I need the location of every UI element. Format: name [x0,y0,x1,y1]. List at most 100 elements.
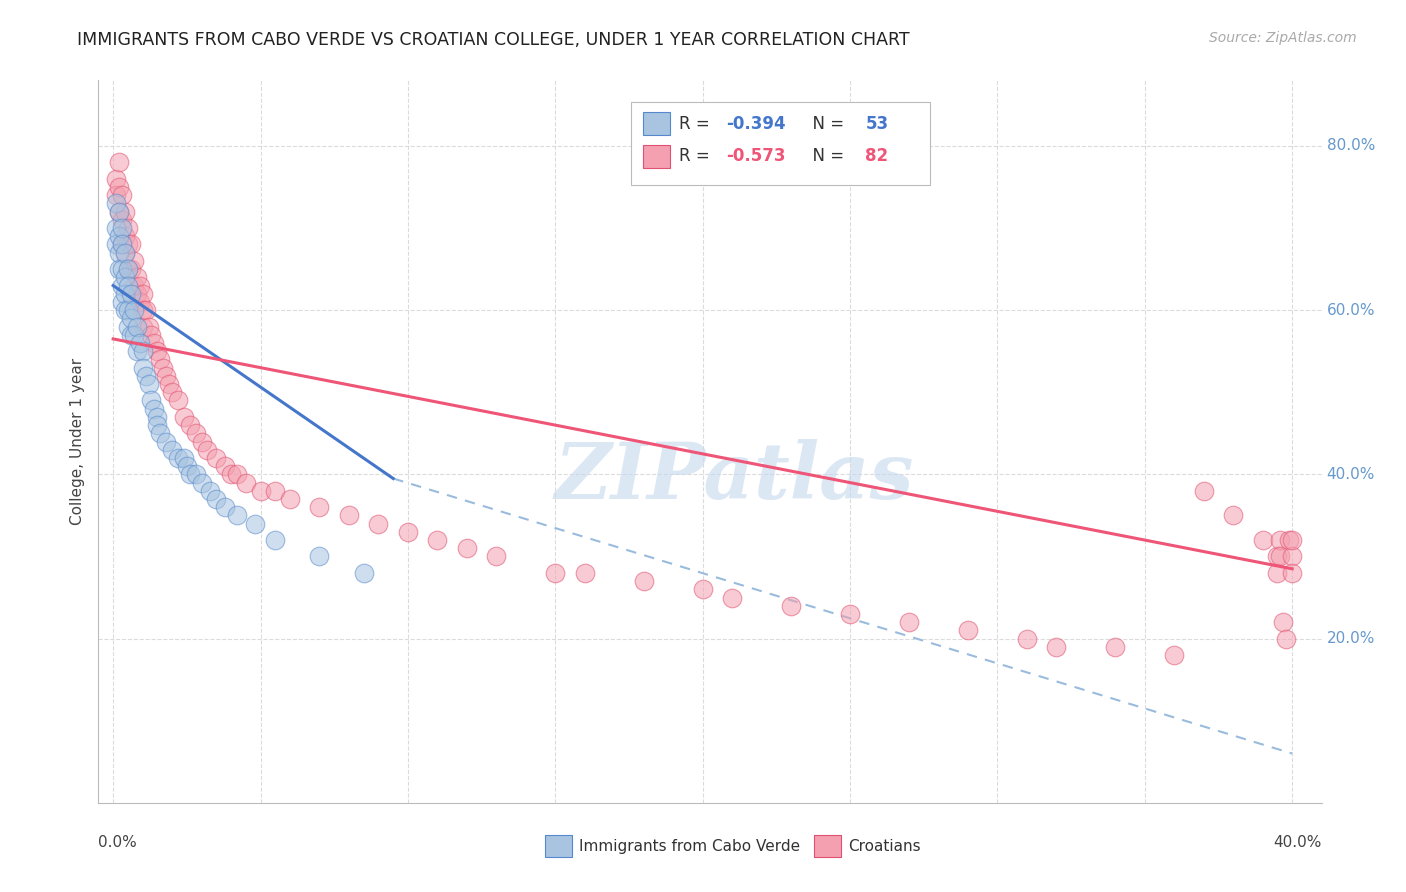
Point [1270,549,1292,564]
Point [135,368,157,383]
Text: 20.0%: 20.0% [1326,632,1375,646]
Point [157,377,180,392]
Point [456,541,478,556]
Point [214,459,236,474]
Point [125,344,148,359]
Point [114,303,136,318]
Point [205,450,228,465]
Point [117,319,139,334]
Y-axis label: College, Under 1 year: College, Under 1 year [70,358,86,525]
Point [1104,640,1126,654]
Point [839,607,862,621]
Point [426,533,449,547]
Point [173,409,195,424]
Point [190,475,212,490]
Point [114,245,136,260]
Point [226,508,249,523]
Point [155,368,177,383]
Point [692,582,714,597]
Point [1222,508,1244,523]
Text: ZIPatlas: ZIPatlas [555,440,914,516]
Point [780,599,803,613]
Point [544,566,567,580]
Point [111,237,134,252]
FancyBboxPatch shape [630,102,931,185]
Text: N =: N = [801,115,849,133]
Text: 0.0%: 0.0% [98,835,138,850]
Point [111,237,134,252]
Point [143,336,166,351]
Point [141,327,163,342]
Point [1270,533,1292,547]
Point [956,624,979,638]
Point [337,508,360,523]
Text: Source: ZipAtlas.com: Source: ZipAtlas.com [1209,31,1357,45]
Point [1267,566,1289,580]
Point [122,278,145,293]
Point [117,221,139,235]
Point [131,303,153,318]
Point [131,344,153,359]
Point [141,393,163,408]
Point [111,295,134,310]
Point [131,319,153,334]
Bar [643,145,669,168]
Point [396,524,419,539]
Bar [546,835,572,857]
Point [108,155,131,169]
Point [243,516,266,531]
Point [1281,549,1303,564]
Point [160,385,183,400]
Point [117,303,139,318]
Point [111,221,134,235]
Point [249,483,271,498]
Point [114,270,136,285]
Point [152,360,174,375]
Text: N =: N = [801,147,849,165]
Point [128,295,150,310]
Point [197,442,219,457]
Point [367,516,389,531]
Point [105,196,128,211]
Point [114,245,136,260]
Text: Croatians: Croatians [848,838,921,854]
Point [108,204,131,219]
Point [1272,615,1295,630]
Point [308,500,330,515]
Point [308,549,330,564]
Point [117,278,139,293]
Point [105,188,128,202]
Bar [814,835,841,857]
Point [138,319,160,334]
Point [264,533,287,547]
Point [278,491,301,506]
Point [143,401,166,416]
Point [898,615,921,630]
Point [128,336,150,351]
Point [111,188,134,202]
Point [173,450,195,465]
Point [120,327,142,342]
Bar [643,112,669,136]
Point [120,262,142,277]
Point [120,311,142,326]
Point [190,434,212,449]
Point [1281,566,1303,580]
Point [114,204,136,219]
Point [574,566,596,580]
Text: 40.0%: 40.0% [1326,467,1375,482]
Point [108,245,131,260]
Text: 53: 53 [865,115,889,133]
Point [1278,533,1301,547]
Point [219,467,242,482]
Point [179,467,201,482]
Point [176,459,198,474]
Point [122,327,145,342]
Point [160,442,183,457]
Point [155,434,177,449]
Text: 60.0%: 60.0% [1326,302,1375,318]
Point [1045,640,1067,654]
Point [122,303,145,318]
Point [105,221,128,235]
Point [146,418,169,433]
